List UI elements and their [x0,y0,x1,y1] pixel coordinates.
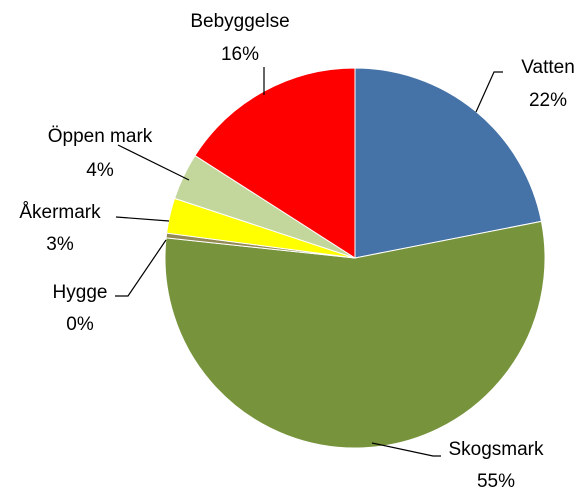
slice-value-label: 55% [477,471,515,491]
leader-line [115,216,170,222]
slice-label: Bebyggelse [190,11,289,32]
slice-label: Hygge [53,282,108,303]
slice-label: Öppen mark [48,126,153,147]
slice-value-label: 16% [221,44,259,65]
leader-line [115,239,167,297]
leader-line [117,144,190,181]
slice-value-label: 0% [66,314,94,335]
slice-label: Vatten [521,57,575,78]
slice-value-label: 3% [46,234,74,255]
slice-value-label: 4% [86,160,114,181]
slice-value-label: 22% [529,90,567,111]
leader-line [475,71,503,113]
leader-line [371,442,441,457]
slice-label: Skogsmark [448,439,544,460]
pie-slice [164,220,546,449]
slice-label: Åkermark [19,202,101,223]
